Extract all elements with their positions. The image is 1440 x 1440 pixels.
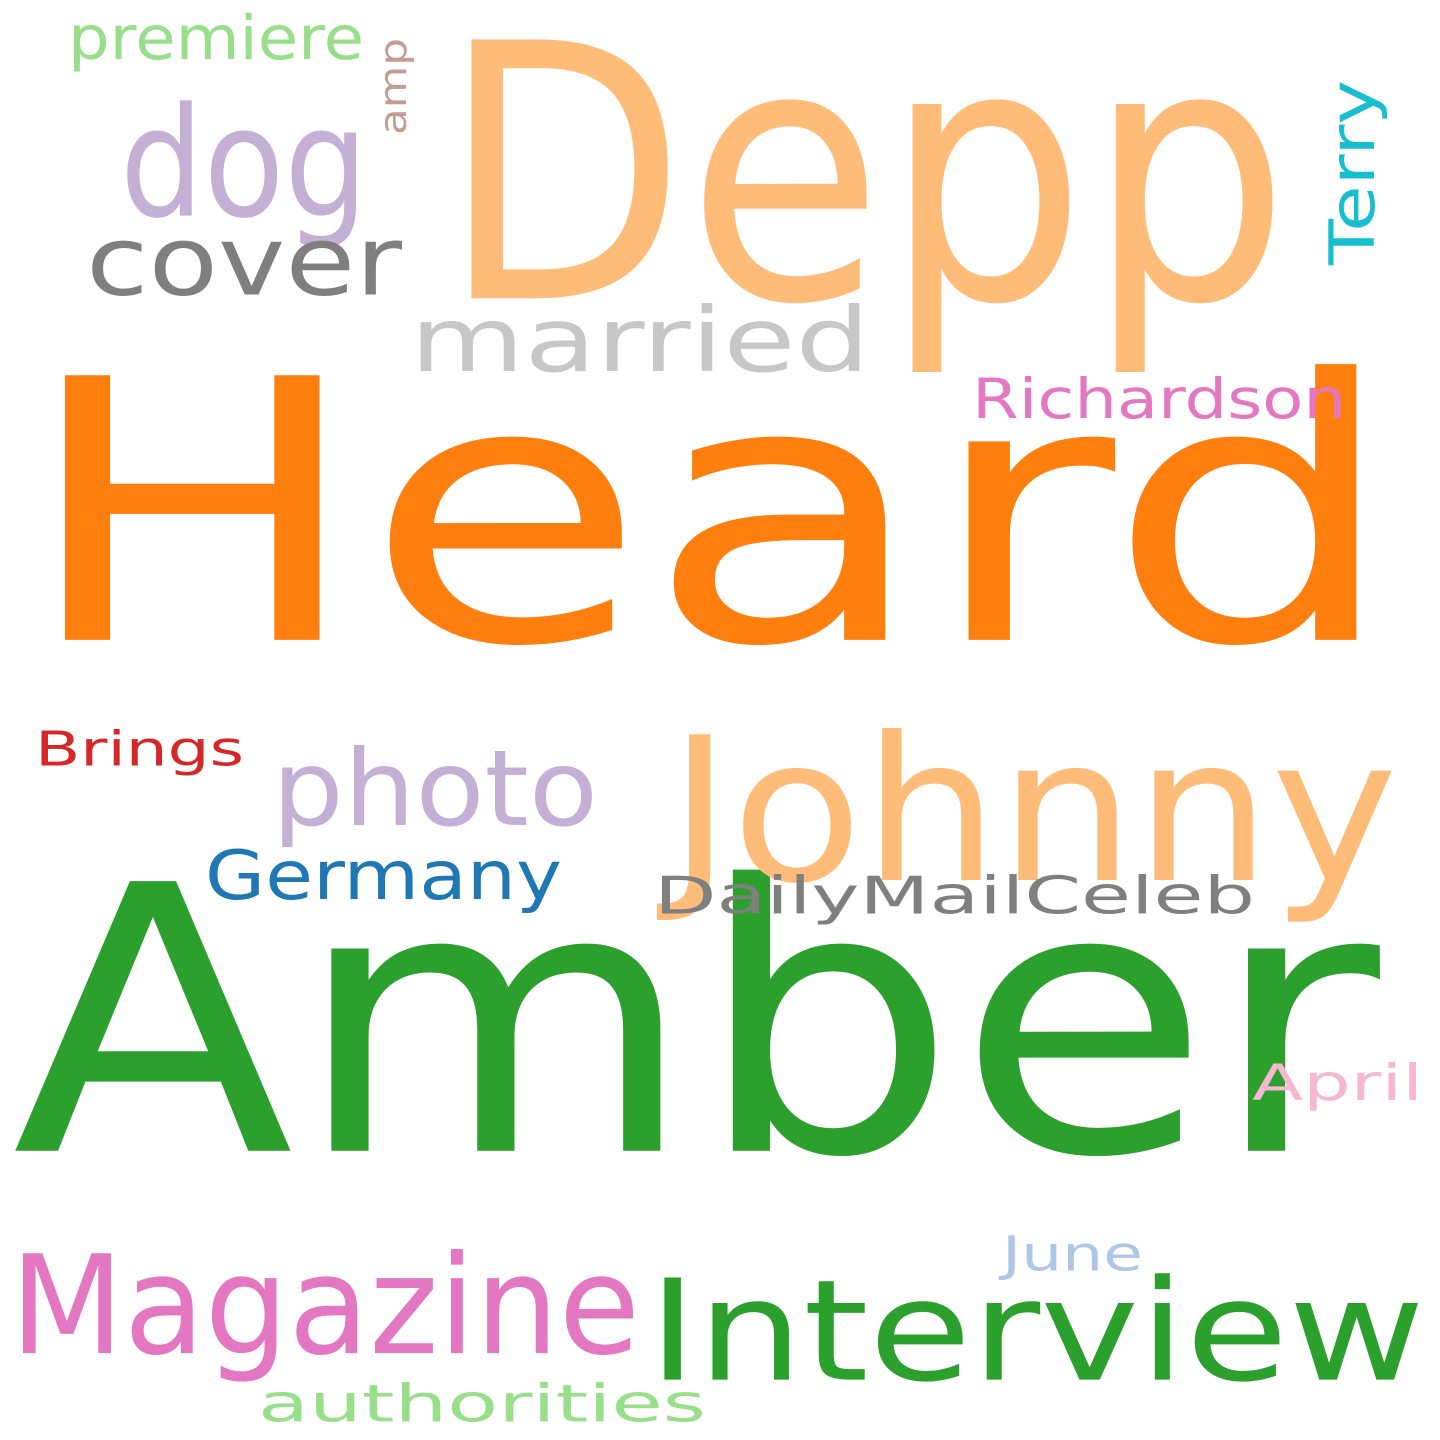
word-photo: photo	[272, 737, 598, 842]
word-terry: Terry	[1322, 80, 1384, 265]
word-april: April	[1252, 1058, 1423, 1108]
word-magazine: Magazine	[10, 1238, 640, 1375]
word-germany: Germany	[205, 842, 562, 910]
word-june: June	[1002, 1230, 1143, 1278]
word-married: married	[410, 296, 870, 385]
word-dailymailceleb: DailyMailCeleb	[654, 870, 1255, 922]
word-premiere: premiere	[68, 8, 364, 69]
word-brings: Brings	[35, 725, 244, 773]
word-authorities: authorities	[258, 1378, 706, 1430]
word-cover: cover	[86, 214, 402, 310]
word-richardson: Richardson	[972, 372, 1346, 427]
word-interview: Interview	[648, 1262, 1425, 1402]
word-amp: amp	[375, 38, 412, 135]
